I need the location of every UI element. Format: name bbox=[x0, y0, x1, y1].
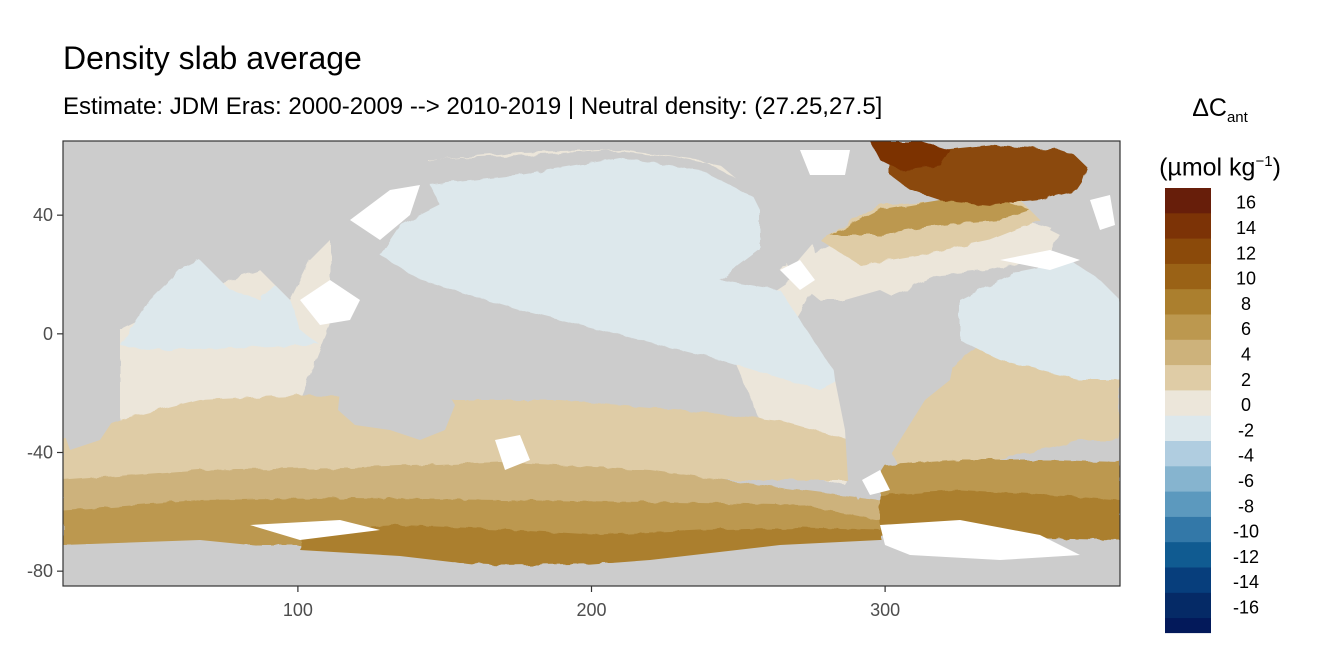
x-tick-label: 200 bbox=[576, 600, 606, 620]
legend-label: 4 bbox=[1241, 344, 1251, 364]
no-data-new-zealand bbox=[495, 435, 530, 470]
y-tick-label: 0 bbox=[43, 324, 53, 344]
legend-label: 8 bbox=[1241, 294, 1251, 314]
y-tick-label: -80 bbox=[27, 561, 53, 581]
legend-swatch bbox=[1165, 542, 1211, 568]
ocean-region-atlantic-subpolar bbox=[830, 200, 1030, 235]
legend-label: -2 bbox=[1238, 420, 1254, 440]
no-data-hudson bbox=[800, 150, 850, 175]
ocean-region-greenland bbox=[870, 141, 950, 170]
y-axis: 40 0 -40 -80 bbox=[27, 205, 63, 581]
ocean-region-indian-light bbox=[120, 260, 320, 350]
africa-landmass bbox=[63, 290, 120, 450]
no-data-baltic bbox=[1090, 195, 1115, 230]
asia-landmass bbox=[63, 141, 430, 280]
y-tick-label: 40 bbox=[33, 205, 53, 225]
no-data-indonesia bbox=[300, 280, 360, 325]
legend-swatch bbox=[1165, 238, 1211, 265]
legend-swatch bbox=[1165, 188, 1211, 214]
pacific-indian-ocean bbox=[63, 150, 880, 565]
x-axis: 100 200 300 bbox=[283, 586, 900, 620]
no-data-weddell bbox=[862, 470, 890, 495]
no-data-japan-sea bbox=[350, 185, 420, 240]
legend-swatch bbox=[1165, 415, 1211, 442]
legend-swatch bbox=[1165, 491, 1211, 518]
legend-label: -14 bbox=[1233, 572, 1259, 592]
legend-swatch bbox=[1165, 466, 1211, 493]
antarctica-landmass bbox=[63, 540, 1120, 586]
x-tick-label: 100 bbox=[283, 600, 313, 620]
legend-colorbar: 16 14 12 10 8 6 4 2 0 -2 -4 -6 -8 -10 -12 -14 -16 bbox=[1165, 188, 1259, 634]
legend-label: 14 bbox=[1236, 218, 1256, 238]
legend-unit-sup: −1 bbox=[1255, 153, 1273, 170]
legend-label: -4 bbox=[1238, 446, 1254, 466]
legend-variable: ΔCant bbox=[1150, 86, 1290, 140]
legend-swatch bbox=[1165, 567, 1211, 594]
legend-title: ΔCant (µmol kg−1) bbox=[1150, 86, 1290, 189]
atlantic-ocean bbox=[780, 141, 1120, 540]
legend-label: -8 bbox=[1238, 496, 1254, 516]
no-data-patches bbox=[250, 150, 1115, 560]
no-data-caribbean bbox=[780, 260, 815, 290]
legend-label: -6 bbox=[1238, 471, 1254, 491]
legend-swatch bbox=[1165, 213, 1211, 240]
map-title: Density slab average bbox=[63, 40, 362, 76]
legend-symbol: ΔC bbox=[1192, 94, 1227, 122]
legend-label: -16 bbox=[1233, 597, 1259, 617]
ocean-band-southern-1 bbox=[63, 395, 850, 480]
legend-unit: (µmol kg−1) bbox=[1150, 140, 1290, 189]
legend-label: 0 bbox=[1241, 395, 1251, 415]
legend-swatch bbox=[1165, 390, 1211, 417]
ocean-region-pacific-light bbox=[380, 158, 840, 390]
legend-swatch bbox=[1165, 441, 1211, 467]
legend-label: 2 bbox=[1241, 370, 1251, 390]
legend-label: -12 bbox=[1233, 547, 1259, 567]
map-panel bbox=[63, 141, 1120, 586]
ocean-region-atlantic-light bbox=[960, 260, 1120, 380]
legend-swatch bbox=[1165, 263, 1211, 290]
legend-swatch bbox=[1165, 365, 1211, 391]
legend-swatch bbox=[1165, 339, 1211, 366]
map-subtitle: Estimate: JDM Eras: 2000-2009 --> 2010-2… bbox=[63, 93, 883, 120]
legend-swatch bbox=[1165, 516, 1211, 543]
legend-subscript: ant bbox=[1226, 109, 1248, 126]
legend-swatch bbox=[1165, 289, 1211, 315]
y-tick-label: -40 bbox=[27, 443, 53, 463]
legend-unit-close: ) bbox=[1272, 153, 1281, 182]
no-data-antarctic-2 bbox=[880, 520, 1080, 560]
legend-swatch bbox=[1165, 314, 1211, 341]
x-tick-label: 300 bbox=[870, 600, 900, 620]
no-data-antarctic-1 bbox=[250, 520, 380, 540]
australia-landmass bbox=[338, 358, 455, 440]
legend-unit-main: (µmol kg bbox=[1159, 153, 1256, 182]
legend-swatch-bottom bbox=[1165, 618, 1211, 634]
legend-label: 10 bbox=[1236, 269, 1256, 289]
no-data-mediterranean bbox=[1000, 250, 1080, 270]
land-masses bbox=[63, 141, 1120, 586]
south-america-landmass bbox=[830, 290, 960, 500]
legend-swatch bbox=[1165, 592, 1211, 619]
legend-label: 16 bbox=[1236, 193, 1256, 213]
legend-label: 12 bbox=[1236, 243, 1256, 263]
legend-label: 6 bbox=[1241, 319, 1251, 339]
legend-label: -10 bbox=[1233, 522, 1259, 542]
